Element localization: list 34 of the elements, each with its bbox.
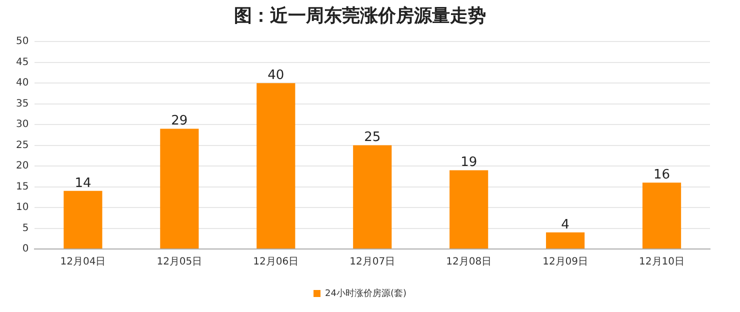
bar [642,182,682,248]
bar [546,232,585,248]
x-tick-label: 12月07日 [350,256,396,268]
data-label: 16 [653,168,670,183]
x-tick-label: 12月10日 [639,256,684,268]
y-tick-label: 15 [16,181,29,192]
y-tick-label: 20 [16,160,29,172]
data-label: 25 [364,130,381,146]
bar [353,145,392,248]
y-tick-label: 10 [16,202,29,214]
x-tick-label: 12月09日 [542,256,588,268]
y-tick-label: 5 [22,222,29,234]
chart-title: 图：近一周东莞涨价房源量走势 [234,5,486,26]
legend-label: 24小时涨价房源(套) [325,288,406,299]
y-tick-label: 35 [16,98,29,110]
data-label: 4 [561,217,570,232]
bar [160,128,199,248]
data-label: 14 [74,176,92,191]
bar [256,83,296,248]
x-tick-label: 12月06日 [253,256,299,268]
bar [450,170,488,248]
y-tick-label: 45 [16,56,29,68]
bar [64,190,102,248]
y-tick-label: 30 [16,119,29,130]
data-label: 19 [460,155,478,170]
y-tick-label: 25 [16,140,29,151]
x-tick-label: 12月08日 [446,256,492,268]
x-tick-label: 12月05日 [156,256,202,268]
data-label: 40 [268,68,284,83]
data-label: 29 [171,114,188,129]
y-tick-label: 50 [16,36,29,48]
x-tick-label: 12月04日 [60,256,106,268]
y-tick-label: 40 [16,78,29,89]
y-tick-label: 0 [22,244,29,255]
